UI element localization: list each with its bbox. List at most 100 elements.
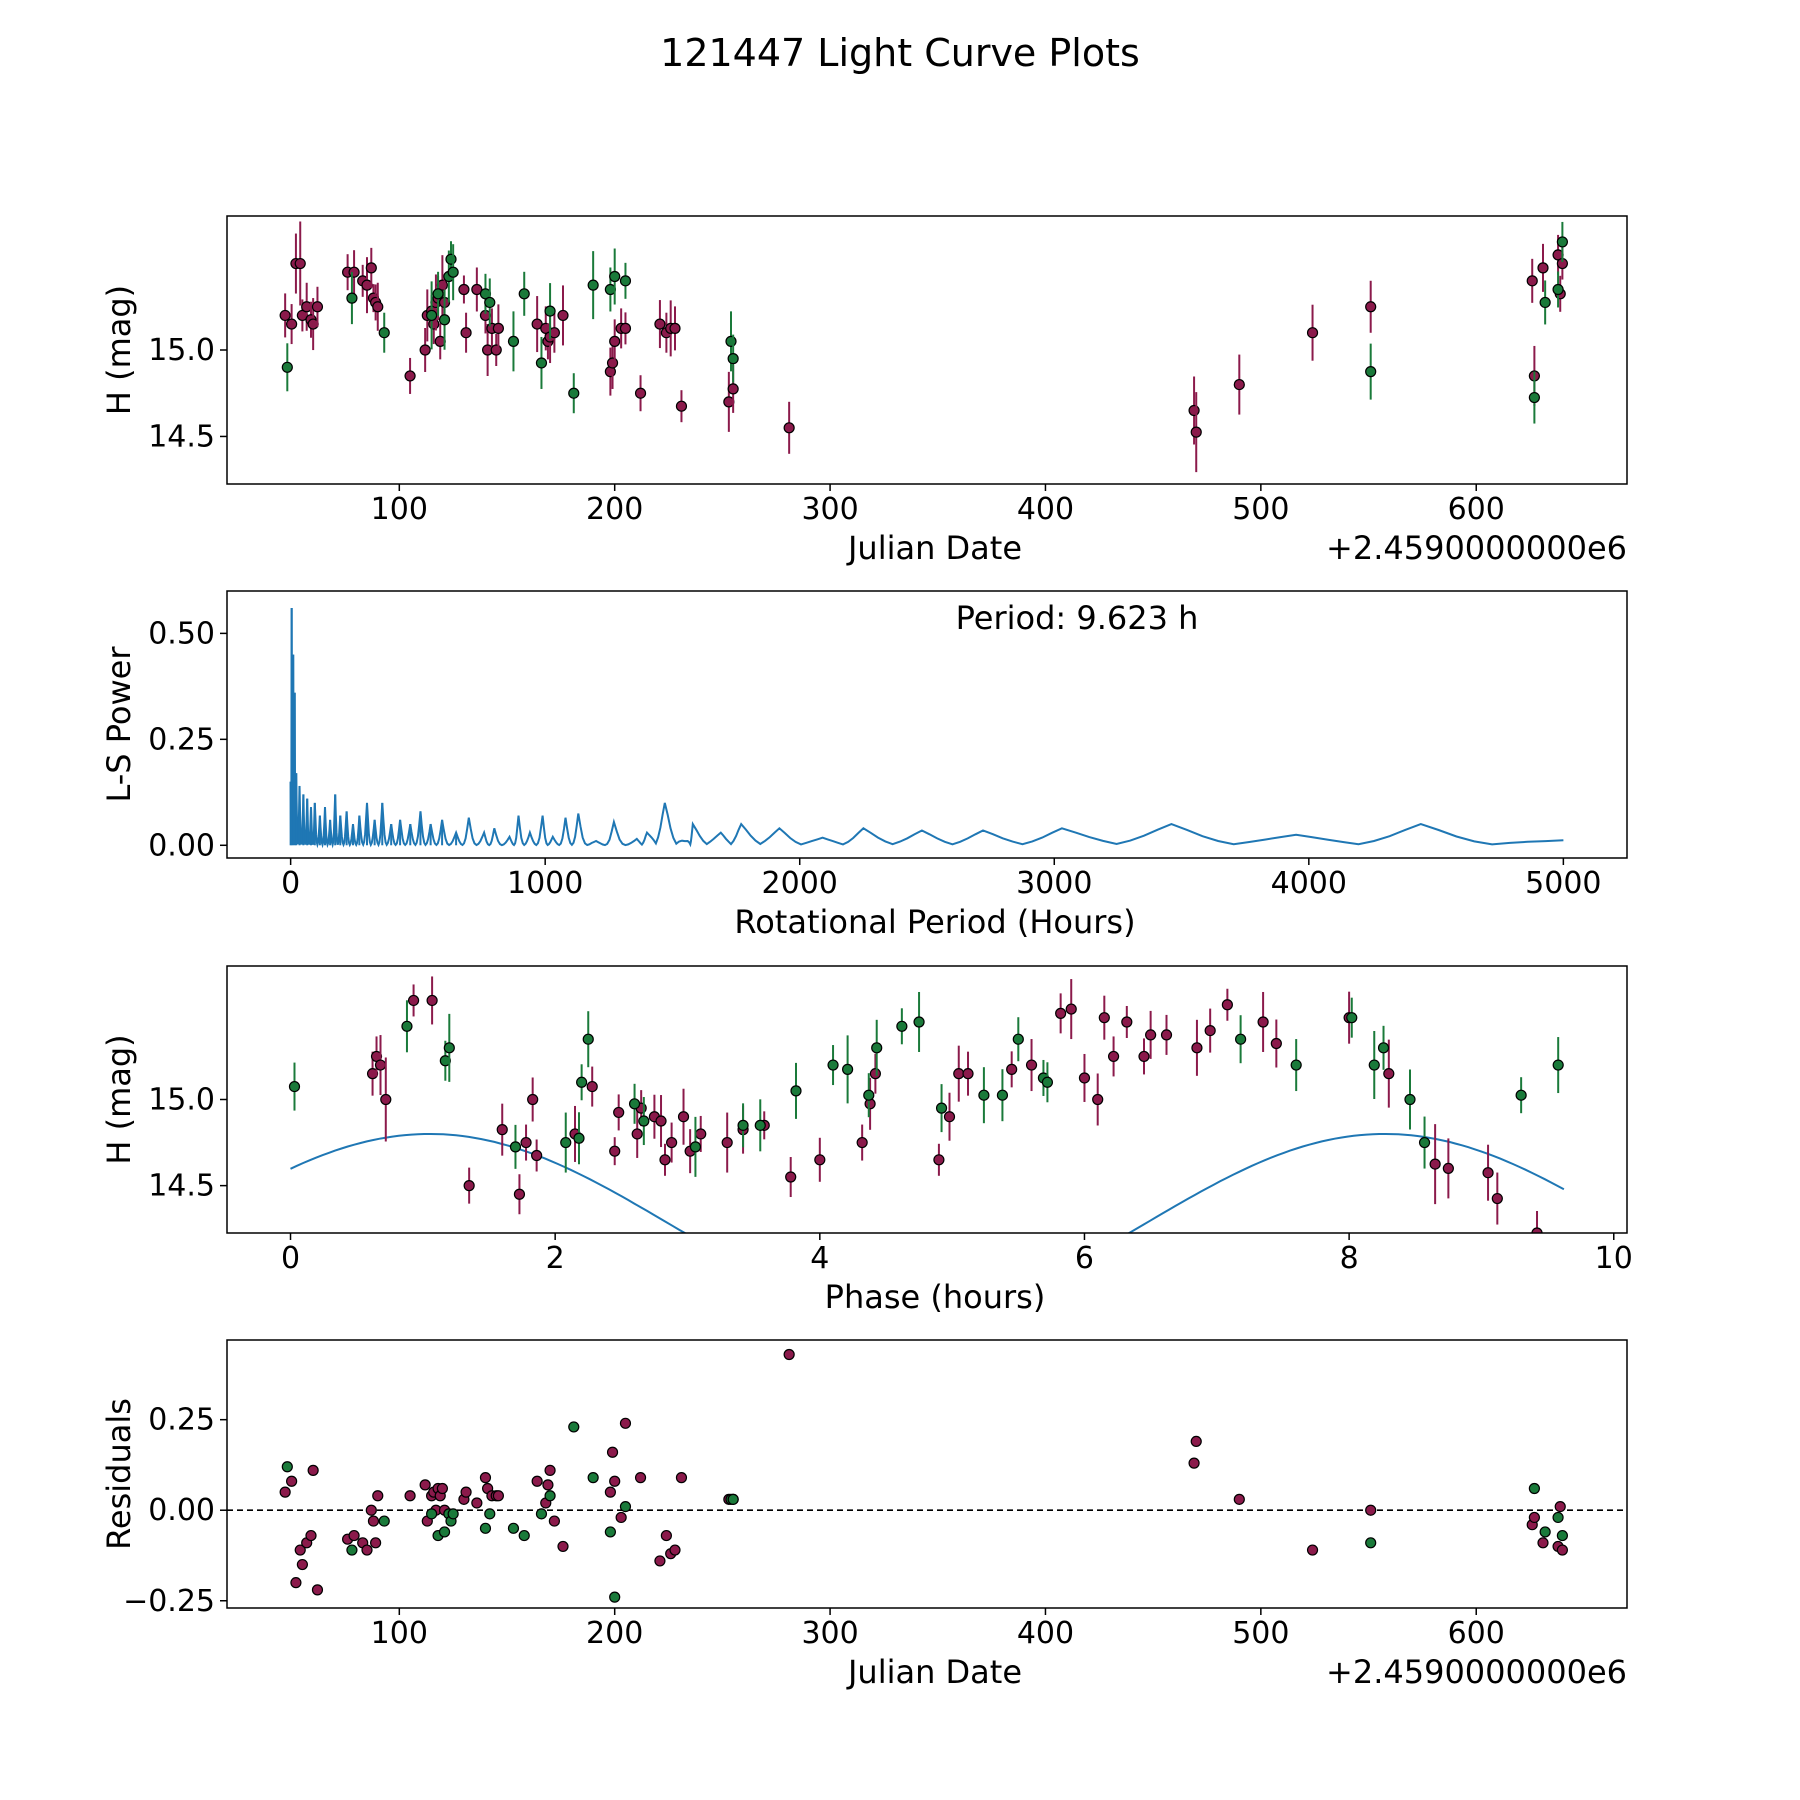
- data-point: [279, 309, 291, 322]
- data-layer: [288, 976, 1565, 1233]
- data-point: [439, 1055, 451, 1067]
- data-point: [1346, 1012, 1358, 1024]
- data-point: [305, 1529, 317, 1542]
- data-point: [619, 275, 632, 287]
- data-point: [727, 1493, 739, 1505]
- data-point: [1221, 999, 1233, 1011]
- data-point: [1041, 1076, 1054, 1088]
- data-point: [1365, 1504, 1377, 1516]
- data-point: [1257, 1016, 1269, 1028]
- x-tick-label: 2000: [762, 866, 838, 901]
- series-filter-a: [366, 976, 1543, 1233]
- data-point: [1404, 1093, 1416, 1106]
- data-point: [296, 1558, 308, 1571]
- x-tick-label: 3000: [1016, 866, 1092, 901]
- data-point: [638, 1115, 650, 1127]
- data-point: [365, 262, 377, 274]
- subplot-1: 100 200 300 400 500 600 14.5 15.0 Julian Date H (…: [100, 215, 1628, 567]
- data-point: [677, 1111, 690, 1123]
- y-tick-label: 0.00: [148, 1493, 215, 1528]
- data-point: [557, 309, 569, 322]
- data-point: [281, 1461, 293, 1473]
- data-point: [1554, 1500, 1566, 1513]
- data-point: [1383, 1068, 1395, 1080]
- data-point: [1145, 1029, 1157, 1041]
- data-point: [871, 1042, 883, 1054]
- data-point: [604, 1486, 616, 1498]
- data-point: [518, 288, 530, 300]
- data-point: [1442, 1162, 1454, 1175]
- data-point: [520, 1136, 532, 1149]
- data-point: [471, 283, 483, 296]
- data-point: [1078, 1072, 1091, 1084]
- data-point: [490, 344, 502, 356]
- data-point: [675, 400, 688, 412]
- data-point: [438, 1526, 451, 1538]
- data-point: [361, 1544, 373, 1556]
- data-point: [654, 318, 666, 330]
- y-tick-label: 15.0: [148, 1083, 215, 1118]
- x-axis-label: Julian Date: [846, 1653, 1022, 1691]
- data-point: [1515, 1089, 1527, 1101]
- data-point: [286, 1475, 298, 1487]
- data-point: [695, 1128, 707, 1140]
- data-point: [573, 1132, 585, 1144]
- data-point: [492, 1490, 504, 1502]
- data-point: [544, 1464, 556, 1476]
- data-point: [531, 1149, 543, 1162]
- data-point: [542, 1479, 554, 1491]
- data-point: [531, 318, 543, 330]
- data-point: [560, 1136, 572, 1149]
- x-tick-label: 1000: [507, 866, 583, 901]
- data-point: [609, 335, 621, 347]
- data-point: [996, 1089, 1009, 1101]
- data-point: [544, 305, 556, 317]
- data-point: [1055, 1007, 1067, 1019]
- data-point: [1418, 1136, 1431, 1149]
- data-point: [518, 1529, 530, 1542]
- y-tick-label: 14.5: [148, 1169, 215, 1204]
- data-point: [1528, 1482, 1540, 1495]
- data-point: [606, 357, 619, 369]
- data-point: [1528, 1511, 1540, 1524]
- x-tick-label: 200: [586, 492, 643, 527]
- data-point: [527, 1093, 539, 1106]
- y-axis-label: H (mag): [100, 285, 138, 415]
- data-point: [438, 314, 451, 326]
- data-point: [1365, 1537, 1377, 1549]
- data-point: [790, 1085, 802, 1097]
- y-tick-label: 15.0: [148, 333, 215, 368]
- data-point: [1556, 236, 1568, 248]
- data-point: [1138, 1050, 1150, 1063]
- data-point: [458, 283, 470, 296]
- data-point: [531, 1475, 543, 1487]
- data-point: [943, 1111, 956, 1123]
- data-point: [953, 1068, 965, 1080]
- data-point: [631, 1128, 643, 1140]
- data-point: [479, 1522, 492, 1534]
- data-point: [613, 1106, 625, 1119]
- period-annotation: Period: 9.623 h: [956, 599, 1199, 637]
- x-axis-label: Rotational Period (Hours): [734, 903, 1135, 941]
- data-point: [654, 1555, 666, 1567]
- data-point: [496, 1124, 508, 1136]
- data-point: [869, 1068, 881, 1080]
- data-point: [484, 296, 496, 309]
- data-point: [1429, 1158, 1441, 1170]
- data-point: [783, 422, 795, 434]
- data-point: [1528, 391, 1540, 404]
- data-point: [1160, 1029, 1173, 1041]
- data-point: [460, 1486, 472, 1498]
- data-point: [471, 1497, 483, 1509]
- data-point: [576, 1076, 588, 1088]
- data-point: [896, 1020, 908, 1032]
- data-point: [288, 1080, 301, 1093]
- data-point: [294, 257, 306, 270]
- data-point: [863, 1089, 875, 1101]
- figure-title: 121447 Light Curve Plots: [660, 31, 1140, 75]
- data-point: [372, 1490, 384, 1502]
- data-point: [365, 1504, 377, 1516]
- axes-frame: [226, 965, 1628, 1234]
